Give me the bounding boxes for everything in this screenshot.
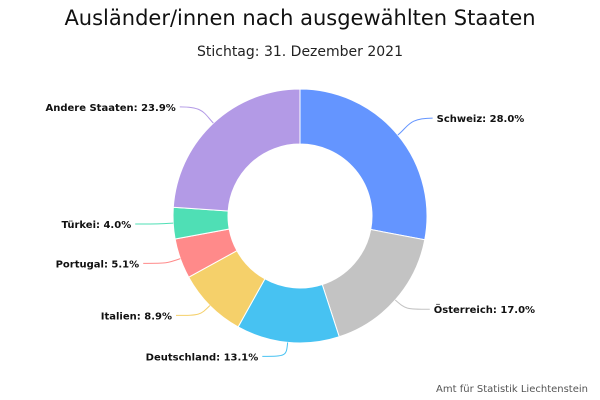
data-label-andere-staaten: Andere Staaten: 23.9% xyxy=(45,103,175,114)
connector-t-rkei xyxy=(135,222,174,225)
chart-subtitle: Stichtag: 31. Dezember 2021 xyxy=(196,44,403,60)
data-label-italien: Italien: 8.9% xyxy=(101,311,172,322)
data-label-deutschland: Deutschland: 13.1% xyxy=(146,352,259,363)
data-label-portugal: Portugal: 5.1% xyxy=(56,259,140,270)
data-label-t-rkei: Türkei: 4.0% xyxy=(61,220,131,231)
connector-andere-staaten xyxy=(179,106,214,124)
data-label-sterreich: Österreich: 17.0% xyxy=(434,302,535,316)
chart-title: Ausländer/innen nach ausgewählten Staate… xyxy=(64,6,536,30)
donut-labels: Schweiz: 28.0% Österreich: 17.0% Deutschla… xyxy=(45,103,535,363)
connector-deutschland xyxy=(262,342,289,357)
slice-schweiz[interactable] xyxy=(299,88,428,241)
connector-sterreich xyxy=(394,299,430,310)
slice-andere-staaten[interactable] xyxy=(172,88,301,212)
donut-slices xyxy=(172,88,428,344)
connector-schweiz xyxy=(397,117,433,136)
data-label-schweiz: Schweiz: 28.0% xyxy=(437,114,525,125)
connector-italien xyxy=(175,305,211,316)
connector-portugal xyxy=(143,258,181,264)
chart-credit: Amt für Statistik Liechtenstein xyxy=(436,384,588,395)
slice-sterreich[interactable] xyxy=(321,228,426,338)
